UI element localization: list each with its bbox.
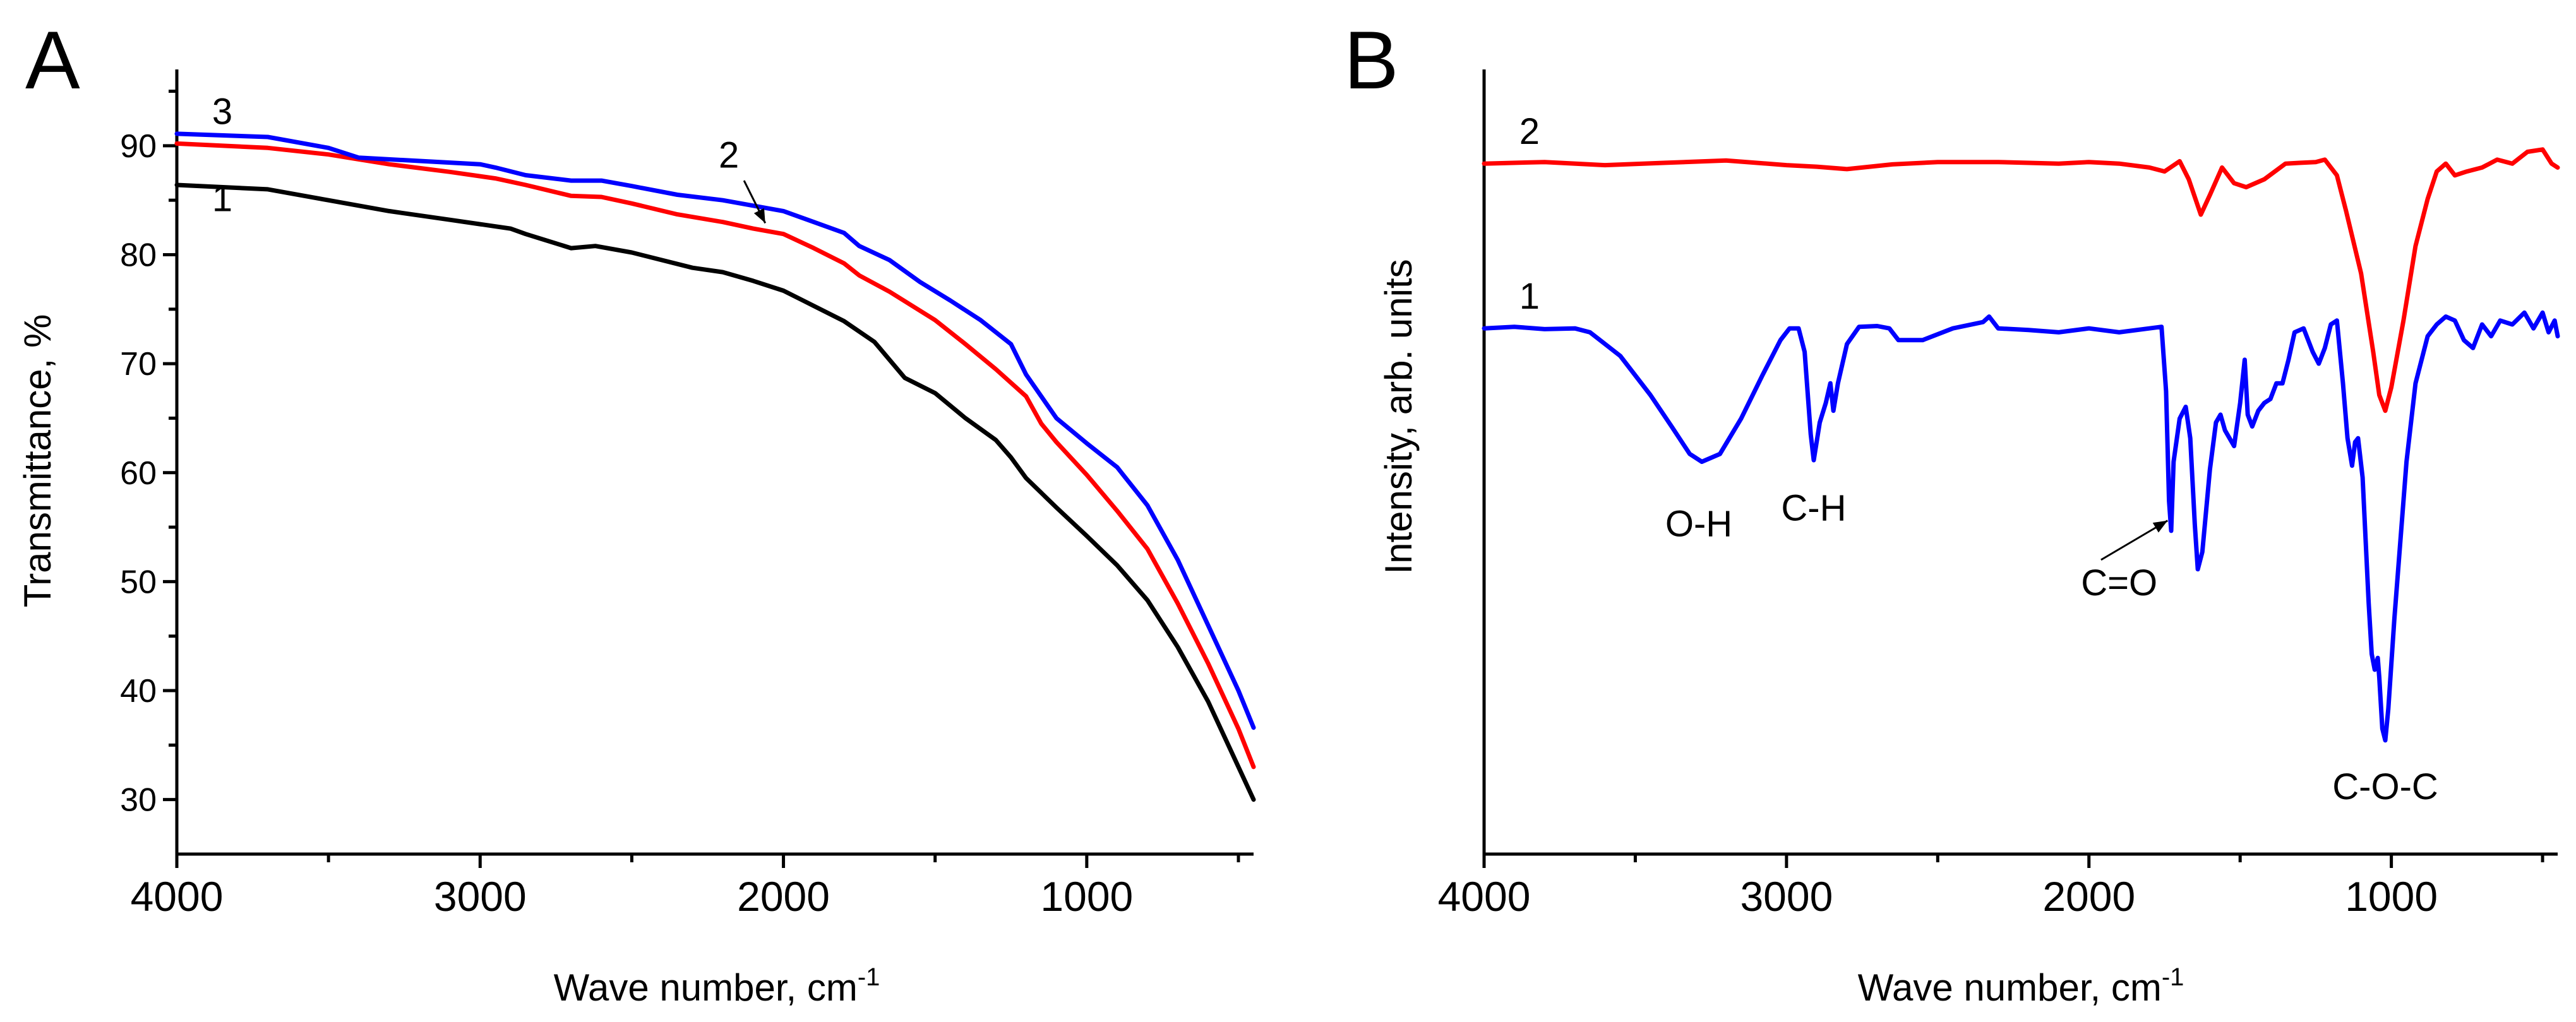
x-tick-label: 4000 [131, 873, 224, 920]
y-tick-label: 70 [120, 346, 157, 383]
panel-a-curve-labels: 1 2 3 [212, 91, 739, 219]
panel-b-x-ticks: 4000 3000 2000 1000 [1438, 854, 2544, 920]
y-tick-label: 80 [120, 237, 157, 273]
panel-b-curve-labels: 21 [1519, 111, 1540, 317]
y-tick-label: 40 [120, 673, 157, 710]
curve-label-1: 1 [212, 178, 232, 219]
curve-label-2: 2 [1519, 111, 1540, 152]
panel-b-y-axis-title: Intensity, arb. units [1377, 259, 1420, 574]
panel-a-y-ticks: 30 40 50 60 70 80 90 [120, 90, 177, 819]
panel-a-x-ticks: 4000 3000 2000 1000 [131, 854, 1240, 920]
annotation-arrowhead [2152, 520, 2168, 533]
x-tick-label: 2000 [2042, 873, 2135, 920]
x-tick-label: 3000 [1740, 873, 1833, 920]
y-tick-label: 30 [120, 782, 157, 819]
panel-a-x-axis-title: Wave number, cm-1 [554, 963, 880, 1009]
series-line-2 [174, 141, 1256, 769]
panel-b-x-axis-title: Wave number, cm-1 [1858, 963, 2184, 1009]
curve-label-1: 1 [1519, 276, 1540, 317]
peak-annotation: O-H [1665, 504, 1732, 545]
x-tick-label: 3000 [434, 873, 527, 920]
peak-annotation: C=O [2081, 562, 2157, 603]
panel-b-label: B [1344, 14, 1399, 106]
y-tick-label: 50 [120, 564, 157, 600]
panel-b-arrows [2100, 520, 2169, 561]
panel-b-series [1482, 147, 2560, 743]
panel-a-arrows [743, 180, 767, 224]
peak-annotation: C-H [1781, 488, 1846, 529]
peak-annotation: C-O-C [2332, 766, 2438, 807]
y-tick-label: 90 [120, 128, 157, 165]
panel-b: B 4000 3000 2000 1000 Intensity, arb. units… [1344, 14, 2560, 1009]
x-tick-label: 1000 [1040, 873, 1133, 920]
panel-a: A 4000 3000 2000 1000 30 40 50 60 70 80 90 Transm… [16, 14, 1256, 1009]
curve-label-2: 2 [719, 134, 739, 175]
x-tick-label: 1000 [2345, 873, 2438, 920]
series-line-3 [174, 131, 1256, 730]
panel-b-peak-annotations: O-H C-H C=O C-O-C [1665, 488, 2438, 807]
x-tick-label: 4000 [1438, 873, 1531, 920]
panel-a-y-axis-title: Transmittance, % [16, 314, 59, 608]
annotation-arrowhead [753, 208, 765, 223]
curve-label-3: 3 [212, 91, 232, 132]
panel-a-label: A [25, 14, 80, 106]
y-tick-label: 60 [120, 455, 157, 492]
panel-a-series [174, 131, 1256, 802]
series-line-1 [174, 182, 1256, 802]
x-tick-label: 2000 [737, 873, 830, 920]
series-line-1 [1482, 310, 2560, 743]
series-line-2 [1482, 147, 2560, 413]
